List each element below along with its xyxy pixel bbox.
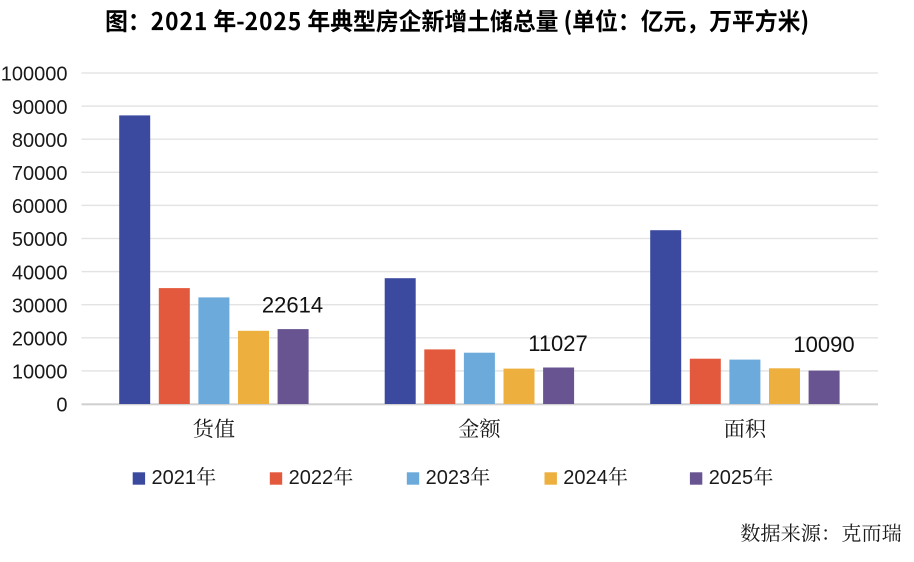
svg-text:2023: 2023 (426, 467, 471, 489)
svg-text:11027: 11027 (528, 331, 588, 356)
svg-text:90000: 90000 (12, 97, 68, 119)
svg-text:100000: 100000 (1, 64, 68, 86)
svg-text:60000: 60000 (12, 196, 68, 218)
svg-text:30000: 30000 (12, 295, 68, 317)
svg-text:2021: 2021 (152, 467, 197, 489)
svg-text:20000: 20000 (12, 329, 68, 351)
svg-text:0: 0 (56, 395, 67, 417)
svg-text:40000: 40000 (12, 262, 68, 284)
svg-text:2022: 2022 (289, 467, 334, 489)
svg-text:70000: 70000 (12, 163, 68, 185)
svg-text:22614: 22614 (262, 293, 323, 318)
svg-text:2024: 2024 (563, 467, 608, 489)
svg-text:10090: 10090 (793, 332, 854, 357)
svg-text:10000: 10000 (12, 362, 68, 384)
svg-text:80000: 80000 (12, 130, 68, 152)
svg-text:50000: 50000 (12, 229, 68, 251)
svg-text:2025: 2025 (709, 467, 754, 489)
